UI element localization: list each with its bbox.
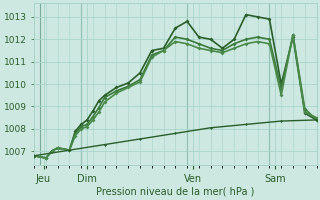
X-axis label: Pression niveau de la mer( hPa ): Pression niveau de la mer( hPa ) (96, 187, 254, 197)
